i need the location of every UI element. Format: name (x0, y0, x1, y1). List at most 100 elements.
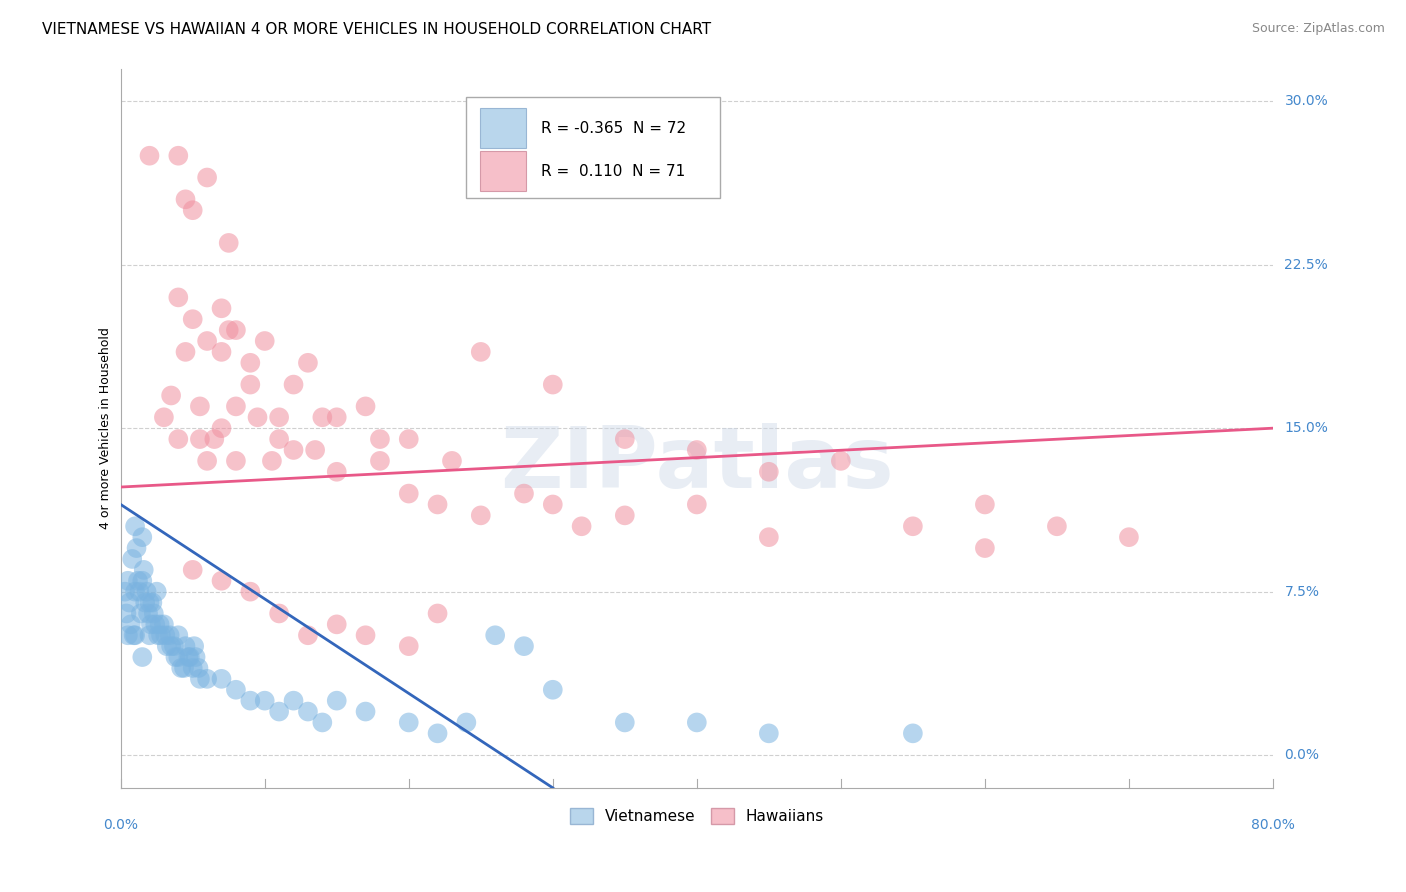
Point (225, 454, 247, 468)
Point (142, 607, 165, 621)
Point (167, 290, 190, 304)
Point (686, 715, 709, 730)
Point (170, 661, 193, 675)
Point (146, 628, 169, 642)
Point (187, 661, 209, 675)
Point (246, 410, 269, 425)
Point (426, 726, 449, 740)
Point (129, 607, 152, 621)
Point (830, 454, 852, 468)
Point (211, 421, 233, 435)
Point (613, 715, 636, 730)
Point (513, 486, 536, 500)
Point (195, 334, 218, 348)
Point (354, 400, 377, 414)
Point (541, 498, 564, 512)
Point (177, 650, 200, 665)
Point (167, 628, 190, 642)
Point (211, 672, 233, 686)
Point (758, 465, 780, 479)
Point (368, 432, 391, 446)
Point (239, 356, 262, 370)
Text: 7.5%: 7.5% (1285, 584, 1319, 599)
Point (124, 519, 146, 533)
Point (159, 628, 181, 642)
Point (1118, 530, 1140, 544)
Point (484, 628, 506, 642)
Point (128, 584, 150, 599)
Point (440, 454, 463, 468)
Point (758, 726, 780, 740)
Point (188, 400, 211, 414)
Point (541, 377, 564, 392)
Point (239, 693, 262, 707)
Legend: Vietnamese, Hawaiians: Vietnamese, Hawaiians (564, 802, 830, 830)
Point (188, 432, 211, 446)
Point (211, 574, 233, 588)
Text: 15.0%: 15.0% (1285, 421, 1329, 435)
Point (150, 628, 173, 642)
Point (118, 596, 141, 610)
Point (195, 170, 218, 185)
Point (269, 432, 291, 446)
Point (125, 541, 148, 555)
Point (426, 607, 449, 621)
Point (131, 574, 153, 588)
Point (311, 715, 333, 730)
Point (181, 563, 204, 577)
Point (311, 410, 333, 425)
Point (218, 235, 240, 250)
Point (686, 442, 709, 457)
Point (181, 312, 204, 326)
Point (239, 584, 262, 599)
Point (131, 530, 153, 544)
Point (181, 661, 204, 675)
Point (269, 410, 291, 425)
Point (973, 541, 995, 555)
Point (165, 650, 187, 665)
Point (160, 639, 183, 653)
Text: 0.0%: 0.0% (103, 818, 138, 832)
Point (260, 454, 283, 468)
Text: 80.0%: 80.0% (1251, 818, 1295, 832)
Point (211, 344, 233, 359)
Point (202, 432, 225, 446)
Point (326, 693, 349, 707)
Point (326, 465, 349, 479)
Point (134, 596, 156, 610)
Point (153, 617, 176, 632)
Point (122, 628, 145, 642)
Point (211, 301, 233, 316)
Point (426, 498, 449, 512)
Point (167, 149, 190, 163)
Point (174, 639, 197, 653)
Point (131, 650, 153, 665)
Text: Source: ZipAtlas.com: Source: ZipAtlas.com (1251, 22, 1385, 36)
Point (398, 486, 420, 500)
Point (117, 628, 139, 642)
Point (156, 639, 179, 653)
Point (149, 617, 172, 632)
Point (117, 574, 139, 588)
Point (135, 584, 157, 599)
Point (218, 323, 240, 337)
Text: ZIPatlas: ZIPatlas (501, 423, 894, 506)
Point (513, 639, 536, 653)
Point (269, 705, 291, 719)
Point (115, 607, 138, 621)
Point (470, 508, 492, 523)
Point (541, 682, 564, 697)
Point (167, 432, 190, 446)
Point (283, 377, 305, 392)
Point (139, 617, 162, 632)
Point (613, 508, 636, 523)
Point (155, 628, 177, 642)
Point (124, 584, 146, 599)
Point (901, 519, 924, 533)
Point (297, 705, 319, 719)
Point (269, 607, 291, 621)
Point (124, 628, 146, 642)
FancyBboxPatch shape (481, 152, 526, 191)
Text: 30.0%: 30.0% (1285, 95, 1329, 108)
Point (181, 203, 204, 218)
